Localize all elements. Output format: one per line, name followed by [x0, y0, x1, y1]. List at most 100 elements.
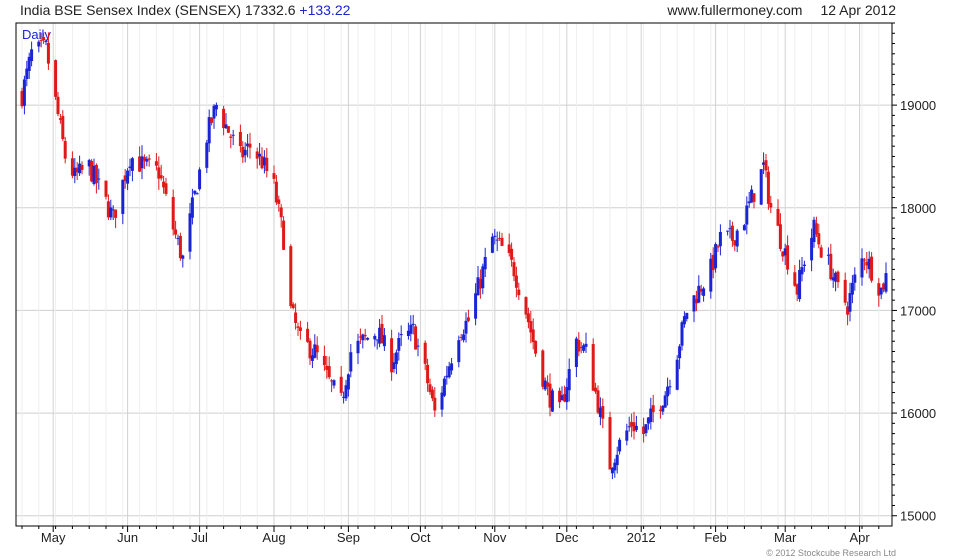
candle-up — [399, 334, 403, 336]
candle-up — [450, 363, 454, 371]
candle-down — [778, 224, 782, 249]
candle-up — [476, 277, 480, 296]
candle-down — [142, 157, 146, 161]
candle-up — [762, 162, 766, 165]
y-tick-label: 16000 — [900, 406, 936, 421]
candle-down — [289, 246, 293, 307]
candle-down — [162, 181, 166, 188]
candle-up — [416, 345, 420, 347]
candle-up — [783, 248, 787, 256]
candle-down — [325, 365, 329, 370]
candle-up — [342, 396, 346, 398]
candle-up — [697, 285, 701, 303]
candle-down — [716, 246, 720, 248]
candle-down — [526, 313, 530, 323]
candle-up — [262, 157, 266, 166]
candle-up — [680, 322, 684, 346]
candle-down — [433, 397, 437, 411]
candle-down — [291, 304, 295, 309]
candle-up — [128, 166, 132, 169]
candle-down — [80, 165, 84, 170]
candle-up — [457, 340, 461, 363]
candle-up — [810, 237, 814, 261]
candle-up — [140, 156, 144, 169]
x-month-label: Apr — [849, 530, 870, 545]
website-link[interactable]: www.fullermoney.com — [667, 2, 803, 18]
candle-down — [769, 202, 773, 208]
candle-down — [541, 350, 545, 387]
candle-down — [322, 355, 326, 366]
candle-down — [390, 338, 394, 373]
candle-down — [414, 326, 418, 350]
candle-up — [442, 378, 446, 396]
candle-up — [111, 209, 115, 211]
candle-up — [745, 205, 749, 225]
candle-down — [296, 326, 300, 328]
candle-down — [517, 289, 521, 296]
last-value: 17332.6 — [244, 2, 296, 18]
candle-down — [423, 342, 427, 364]
candle-up — [483, 256, 487, 270]
x-month-label: Sep — [337, 530, 360, 545]
y-tick-label: 15000 — [900, 509, 936, 524]
candle-up — [666, 386, 670, 397]
candle-down — [534, 340, 538, 354]
candle-up — [495, 239, 499, 241]
candle-up — [884, 273, 888, 292]
candle-down — [699, 288, 703, 292]
candle-down — [781, 251, 785, 257]
candle-down — [147, 158, 151, 160]
candle-up — [25, 68, 29, 80]
candle-up — [582, 345, 586, 351]
candle-up — [382, 335, 386, 347]
candle-up — [692, 295, 696, 312]
candle-up — [394, 352, 398, 365]
candle-down — [632, 422, 636, 432]
candle-up — [378, 327, 382, 344]
candle-up — [205, 142, 209, 168]
candle-down — [428, 384, 432, 393]
candle-down — [608, 417, 612, 470]
candle-down — [164, 183, 168, 194]
plot-frame — [15, 22, 893, 527]
candle-down — [20, 90, 24, 107]
candle-down — [178, 235, 182, 259]
x-month-label: Nov — [483, 530, 507, 545]
candle-up — [728, 228, 732, 230]
candle-up — [826, 254, 830, 256]
candle-down — [279, 207, 283, 218]
candle-down — [817, 233, 821, 245]
candle-up — [447, 366, 451, 378]
candle-down — [577, 339, 581, 352]
candle-down — [61, 115, 65, 140]
candle-down — [594, 387, 598, 392]
candle-up — [613, 462, 617, 471]
candle-down — [514, 275, 518, 288]
candle-down — [865, 261, 869, 266]
candle-down — [601, 406, 605, 419]
candle-up — [462, 334, 466, 341]
candle-up — [646, 417, 650, 424]
candle-up — [145, 158, 149, 162]
candle-down — [39, 39, 43, 41]
candle-down — [786, 245, 790, 270]
candle-up — [130, 158, 134, 171]
candle-up — [310, 355, 314, 361]
candle-up — [702, 288, 706, 296]
candle-up — [231, 134, 235, 136]
candle-down — [42, 37, 46, 41]
candle-down — [764, 160, 768, 171]
candle-down — [306, 328, 310, 342]
candle-down — [733, 240, 737, 246]
candle-up — [30, 49, 34, 62]
candle-down — [114, 209, 118, 218]
candle-down — [248, 143, 252, 148]
candle-up — [78, 163, 82, 174]
candle-up — [190, 197, 194, 218]
candle-down — [154, 161, 158, 166]
x-month-label: May — [41, 530, 66, 545]
candle-down — [46, 42, 50, 64]
x-month-label: Dec — [555, 530, 579, 545]
candle-up — [618, 439, 622, 452]
candle-down — [294, 312, 298, 323]
